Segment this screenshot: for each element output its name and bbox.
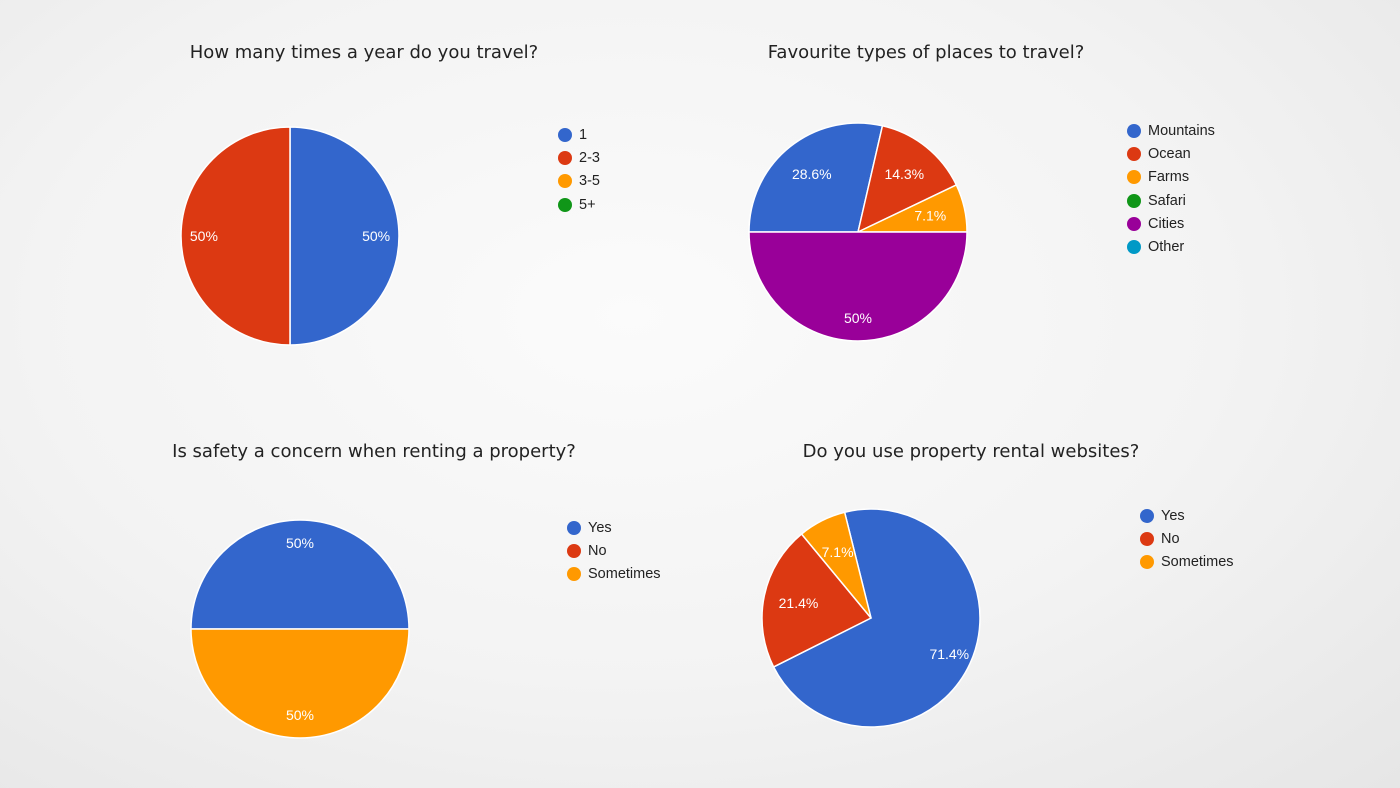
slice-label: 71.4% — [929, 646, 969, 662]
pie-slice[interactable] — [748, 231, 968, 342]
slice-label: 21.4% — [779, 595, 819, 611]
chart-legend: Yes No Sometimes — [1140, 504, 1234, 574]
chart-title: Do you use property rental websites? — [802, 441, 1140, 462]
legend-swatch — [1127, 216, 1141, 231]
slice-label: 7.1% — [822, 544, 854, 560]
legend-swatch — [1140, 508, 1154, 523]
legend-swatch — [1127, 240, 1141, 255]
pie-slice[interactable] — [748, 122, 884, 233]
slice-label: 50% — [286, 535, 314, 551]
chart-title: Favourite types of places to travel? — [767, 42, 1085, 63]
slice-label: 50% — [286, 707, 314, 723]
legend-label: Sometimes — [1161, 554, 1234, 571]
legend-swatch — [567, 567, 581, 582]
pie-slice[interactable] — [190, 519, 410, 630]
slice-label: 50% — [190, 228, 218, 244]
pie-chart-0: 50% 50% — [180, 126, 400, 346]
legend-item[interactable]: Other — [1127, 235, 1215, 258]
legend-item[interactable]: 3-5 — [558, 170, 600, 193]
legend-label: No — [588, 542, 607, 559]
legend-item[interactable]: Yes — [1140, 504, 1234, 527]
legend-swatch — [1127, 170, 1141, 185]
legend-label: Farms — [1148, 169, 1190, 186]
chart-legend: Mountains Ocean Farms Safari Cities Other — [1127, 119, 1215, 259]
legend-item[interactable]: 5+ — [558, 193, 600, 216]
legend-label: 3-5 — [579, 173, 600, 190]
legend-item[interactable]: Safari — [1127, 189, 1215, 212]
pie-chart-2: 50% 50% — [190, 519, 410, 739]
legend-item[interactable]: Mountains — [1127, 119, 1215, 142]
legend-item[interactable]: Ocean — [1127, 142, 1215, 165]
slice-label: 14.3% — [884, 166, 924, 182]
legend-label: Cities — [1148, 215, 1185, 232]
pie-slice[interactable] — [190, 628, 410, 739]
legend-swatch — [1140, 555, 1154, 570]
chart-title: How many times a year do you travel? — [189, 42, 539, 63]
slice-label: 7.1% — [914, 208, 946, 224]
legend-item[interactable]: No — [567, 539, 661, 562]
pie-slice[interactable] — [772, 508, 981, 728]
legend-item[interactable]: Sometimes — [1140, 551, 1234, 574]
legend-swatch — [1127, 123, 1141, 138]
legend-label: Yes — [588, 519, 612, 536]
legend-swatch — [1140, 531, 1154, 546]
legend-label: No — [1161, 530, 1180, 547]
chart-legend: Yes No Sometimes — [567, 516, 661, 586]
legend-swatch — [567, 520, 581, 535]
pie-slice[interactable] — [180, 126, 291, 346]
slice-label: 50% — [362, 228, 390, 244]
pie-slice[interactable] — [289, 126, 400, 346]
legend-label: Safari — [1148, 192, 1186, 209]
legend-swatch — [558, 197, 572, 212]
legend-label: Sometimes — [588, 566, 661, 583]
legend-swatch — [1127, 146, 1141, 161]
legend-item[interactable]: Cities — [1127, 212, 1215, 235]
slice-label: 28.6% — [792, 166, 832, 182]
legend-label: Yes — [1161, 507, 1185, 524]
legend-label: Ocean — [1148, 145, 1191, 162]
pie-chart-1: 28.6% 14.3% 7.1% 50% — [748, 122, 968, 342]
legend-label: 5+ — [579, 196, 596, 213]
legend-item[interactable]: Yes — [567, 516, 661, 539]
legend-swatch — [1127, 193, 1141, 208]
legend-item[interactable]: Farms — [1127, 166, 1215, 189]
legend-label: 2-3 — [579, 149, 600, 166]
legend-swatch — [558, 174, 572, 189]
legend-swatch — [567, 543, 581, 558]
legend-swatch — [558, 127, 572, 142]
pie-slice[interactable] — [800, 511, 872, 619]
legend-item[interactable]: Sometimes — [567, 563, 661, 586]
legend-label: 1 — [579, 126, 588, 143]
legend-item[interactable]: No — [1140, 527, 1234, 550]
pie-slice[interactable] — [856, 124, 958, 234]
chart-legend: 1 2-3 3-5 5+ — [558, 123, 600, 216]
legend-item[interactable]: 1 — [558, 123, 600, 146]
chart-title: Is safety a concern when renting a prope… — [172, 441, 576, 462]
slice-label: 50% — [844, 310, 872, 326]
pie-slice[interactable] — [761, 532, 873, 668]
legend-item[interactable]: 2-3 — [558, 146, 600, 169]
legend-swatch — [558, 150, 572, 165]
legend-label: Mountains — [1148, 122, 1215, 139]
pie-chart-3: 71.4% 21.4% 7.1% — [761, 508, 981, 728]
legend-label: Other — [1148, 239, 1185, 256]
